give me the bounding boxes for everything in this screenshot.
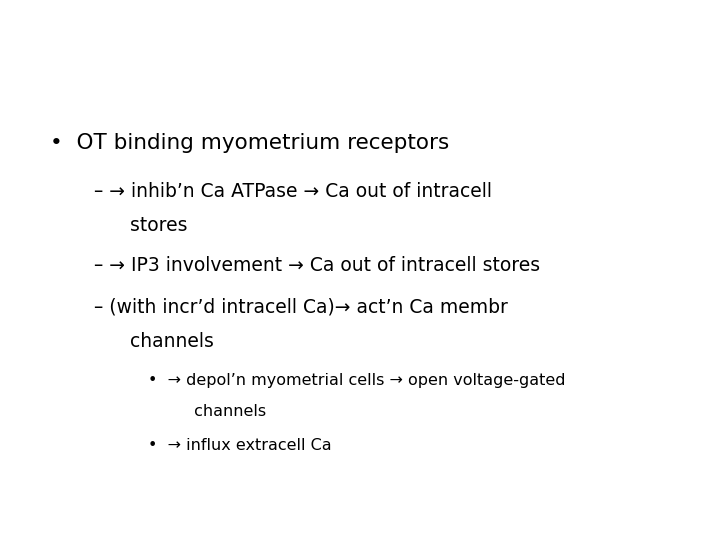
Text: •  OT binding myometrium receptors: • OT binding myometrium receptors (50, 133, 450, 153)
Text: – → inhib’n Ca ATPase → Ca out of intracell: – → inhib’n Ca ATPase → Ca out of intrac… (94, 182, 492, 201)
Text: stores: stores (94, 216, 187, 235)
Text: – (with incr’d intracell Ca)→ act’n Ca membr: – (with incr’d intracell Ca)→ act’n Ca m… (94, 297, 508, 316)
Text: •  → influx extracell Ca: • → influx extracell Ca (148, 438, 331, 453)
Text: channels: channels (148, 404, 266, 419)
Text: •  → depol’n myometrial cells → open voltage-gated: • → depol’n myometrial cells → open volt… (148, 373, 565, 388)
Text: channels: channels (94, 332, 213, 351)
Text: – → IP3 involvement → Ca out of intracell stores: – → IP3 involvement → Ca out of intracel… (94, 256, 540, 275)
